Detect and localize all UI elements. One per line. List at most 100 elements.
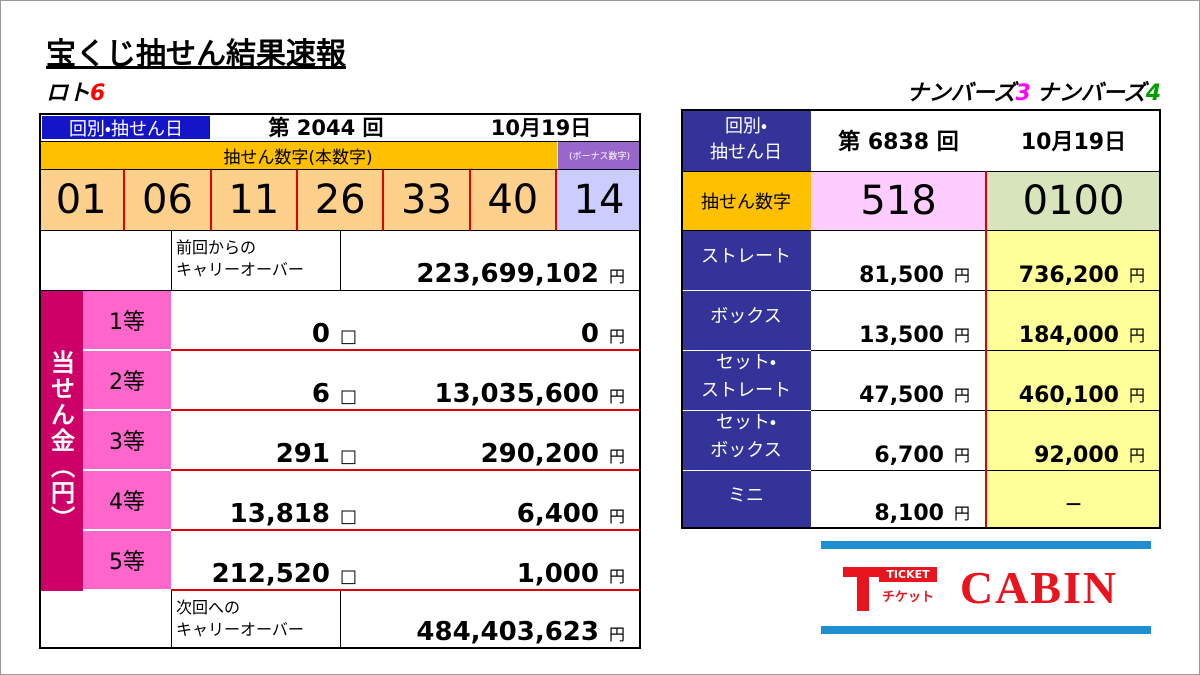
numbers-round: 第 6838 回 <box>838 130 959 155</box>
carryover-next-amount-unit: 円 <box>608 625 625 644</box>
prize-amount-value: 290,200 <box>480 439 599 469</box>
numbers-prize-label: ストレート <box>681 231 811 291</box>
numbers4-prize-amount: 460,100 <box>1018 383 1119 408</box>
prize-winners: 13,818 □ <box>171 471 373 531</box>
loto6-round-label: 回別・抽せん日 <box>41 115 211 140</box>
loto6-heading: ロト6 <box>46 75 246 106</box>
numbers4-prize-amount-unit: 円 <box>1128 326 1145 345</box>
numbers4-result: 0100 <box>986 171 1161 231</box>
page-title: 宝くじ抽せん結果速報 <box>46 37 346 72</box>
numbers4-prize: 92,000 円 <box>986 411 1161 471</box>
numbers3-prize-amount: 6,700 <box>874 443 944 468</box>
loto6-number: 26 <box>298 169 385 231</box>
numbers4-prize-amount-unit: 円 <box>1128 446 1145 465</box>
numbers-draw-label: 抽せん数字 <box>681 171 811 231</box>
prize-winners: 6 □ <box>171 351 373 411</box>
prize-row-line <box>171 351 641 411</box>
numbers-prize-label-line: ボックス <box>710 305 782 327</box>
carryover-prev-value: 223,699,102 円 <box>341 231 641 291</box>
numbers-prize-label-line: ボックス <box>710 439 782 461</box>
carryover-prev-label-line: 前回からの <box>176 238 257 257</box>
prize-amount-value: 13,035,600 <box>434 379 599 409</box>
prize-amount: 1,000 円 <box>373 531 641 591</box>
loto6-bonus-label: (ボーナス数字) <box>557 141 641 169</box>
prize-amount: 6,400 円 <box>373 471 641 531</box>
prize-grade: 2等 <box>83 351 171 411</box>
carryover-prev-label: 前回からのキャリーオーバー <box>171 231 341 291</box>
numbers3-prize: 8,100 円 <box>811 471 986 529</box>
numbers-round-label: 回別・ 抽せん日 <box>681 109 811 171</box>
numbers3-prize-amount: 13,500 <box>859 323 944 348</box>
carryover-prev-amount: 223,699,102 <box>416 259 599 289</box>
prize-grade: 1等 <box>83 291 171 351</box>
loto6-number: 33 <box>384 169 471 231</box>
prize-grade: 3等 <box>83 411 171 471</box>
loto6-date: 10月19日 <box>490 116 592 140</box>
logo-small-en: TICKET <box>879 567 937 582</box>
logo-bar-bottom <box>821 626 1151 634</box>
carryover-prev-amount-unit: 円 <box>608 267 625 286</box>
logo-bar-top <box>821 541 1151 549</box>
numbers-prize-label: ボックス <box>681 291 811 351</box>
prize-winners-count-unit: □ <box>339 386 357 407</box>
numbers4-prize: － <box>986 471 1161 529</box>
prize-row-line <box>171 531 641 591</box>
numbers3-prize: 81,500 円 <box>811 231 986 291</box>
numbers3-prize-amount-unit: 円 <box>953 266 970 285</box>
loto6-number: 11 <box>211 169 298 231</box>
logo-small-jp: チケット <box>881 589 934 605</box>
loto6-number: 6 <box>90 81 106 106</box>
carryover-next-label-line: キャリーオーバー <box>176 620 304 639</box>
loto6-bonus: 14 <box>557 169 641 231</box>
prize-amount-value-unit: 円 <box>608 327 625 346</box>
prize-winners-count-unit: □ <box>339 506 357 527</box>
loto6-number: 40 <box>470 169 557 231</box>
numbers-prize-label-line: ミニ <box>728 484 764 506</box>
numbers-prize-label-line: ストレート <box>701 245 791 267</box>
loto6-round: 第 2044 回 <box>268 116 384 140</box>
prize-winners-count: 13,818 <box>229 499 330 529</box>
numbers3-number: 3 <box>1015 81 1031 106</box>
numbers3-prize: 6,700 円 <box>811 411 986 471</box>
numbers-prize-label: セット・ ボックス <box>681 411 811 471</box>
numbers4-prize: 460,100 円 <box>986 351 1161 411</box>
prize-amount-value-unit: 円 <box>608 507 625 526</box>
numbers4-prize-amount-unit: 円 <box>1128 266 1145 285</box>
prize-winners-count-unit: □ <box>339 446 357 467</box>
logo-t-stem <box>857 567 869 611</box>
numbers3-prize-amount-unit: 円 <box>953 446 970 465</box>
numbers3-prize-amount-unit: 円 <box>953 326 970 345</box>
carryover-next-value: 484,403,623 円 <box>341 591 641 649</box>
prize-row-line <box>171 291 641 351</box>
numbers3-prize: 13,500 円 <box>811 291 986 351</box>
numbers4-prize-amount: － <box>1064 495 1083 516</box>
numbers4-prize-amount: 736,200 <box>1018 263 1119 288</box>
prize-winners: 291 □ <box>171 411 373 471</box>
numbers4-prize: 184,000 円 <box>986 291 1161 351</box>
numbers-round-label-line: 回別・ <box>724 116 768 137</box>
numbers3-prize-amount: 81,500 <box>859 263 944 288</box>
numbers-prize-label-line: ストレート <box>701 379 791 401</box>
prize-winners-count-unit: □ <box>339 326 357 347</box>
numbers4-prize: 736,200 円 <box>986 231 1161 291</box>
carryover-next-label: 次回への キャリーオーバー <box>171 591 341 649</box>
prize-amount: 290,200 円 <box>373 411 641 471</box>
prize-winners-count-unit: □ <box>339 566 357 587</box>
loto6-number: 01 <box>39 169 126 231</box>
prize-amount: 13,035,600 円 <box>373 351 641 411</box>
prize-winners-count: 6 <box>311 379 330 409</box>
numbers-prize-label-line: セット・ <box>715 351 777 373</box>
prize-winners-count: 291 <box>275 439 330 469</box>
numbers-prize-label: ミニ <box>681 471 811 529</box>
numbers3-label: ナンバーズ <box>906 81 1016 106</box>
numbers3-prize-amount-unit: 円 <box>953 386 970 405</box>
prize-winners-count: 0 <box>311 319 330 349</box>
numbers3-prize-amount-unit: 円 <box>953 504 970 523</box>
carryover-prev-label-line: キャリーオーバー <box>176 260 304 279</box>
numbers3-prize: 47,500 円 <box>811 351 986 411</box>
loto6-number: 06 <box>125 169 212 231</box>
numbers4-prize-amount: 184,000 <box>1018 323 1119 348</box>
numbers4-number: 4 <box>1145 81 1161 106</box>
prize-winners: 0 □ <box>171 291 373 351</box>
